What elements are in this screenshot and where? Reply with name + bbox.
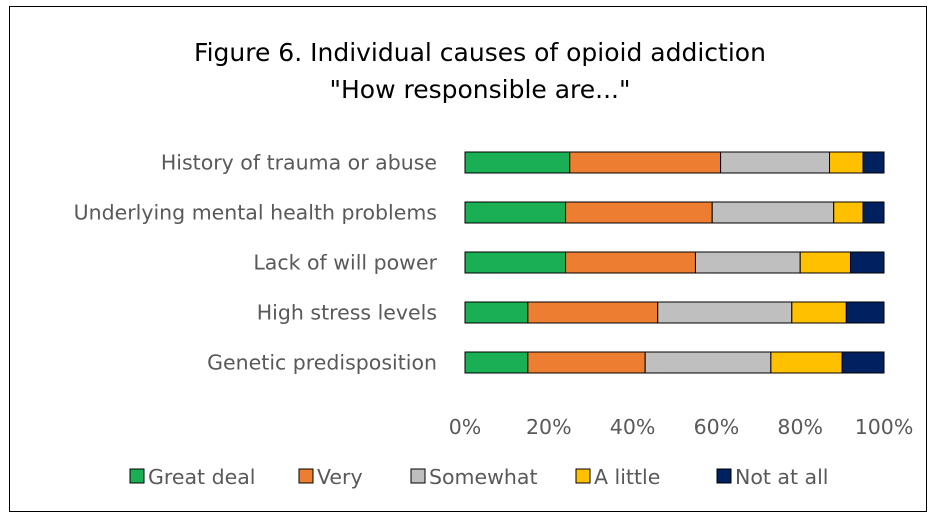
- x-axis-ticks: 0% 20% 40% 60% 80% 100%: [449, 415, 914, 439]
- bar-segment-a-little: [770, 351, 843, 374]
- bar-segment-not-at-all: [862, 151, 885, 174]
- category-label: High stress levels: [257, 301, 437, 325]
- bar-segment-a-little: [829, 151, 864, 174]
- legend-swatch: [575, 468, 591, 484]
- bar-segment-great-deal: [464, 201, 567, 224]
- bars-layer: [464, 151, 885, 374]
- legend-swatch: [129, 468, 145, 484]
- bar-segment-somewhat: [657, 301, 793, 324]
- bar-segment-not-at-all: [862, 201, 885, 224]
- bar-segment-very: [565, 201, 713, 224]
- chart-frame: Figure 6. Individual causes of opioid ad…: [9, 6, 927, 512]
- legend-label: A little: [594, 465, 660, 489]
- bar-segment-a-little: [799, 251, 851, 274]
- legend-swatch: [716, 468, 732, 484]
- x-tick-label: 40%: [610, 415, 656, 439]
- legend-swatch: [410, 468, 426, 484]
- chart-title: Figure 6. Individual causes of opioid ad…: [194, 38, 766, 67]
- x-tick-label: 20%: [526, 415, 572, 439]
- x-tick-label: 100%: [855, 415, 914, 439]
- chart-subtitle: "How responsible are...": [329, 75, 630, 104]
- category-label: Underlying mental health problems: [74, 201, 437, 225]
- bar-segment-not-at-all: [845, 301, 885, 324]
- bar-segment-a-little: [833, 201, 864, 224]
- category-label: History of trauma or abuse: [161, 151, 437, 175]
- bar-segment-a-little: [791, 301, 847, 324]
- x-tick-label: 0%: [449, 415, 482, 439]
- x-tick-label: 60%: [694, 415, 740, 439]
- bar-segment-very: [569, 151, 722, 174]
- category-label: Lack of will power: [253, 251, 437, 275]
- bar-segment-great-deal: [464, 151, 571, 174]
- bar-segment-great-deal: [464, 251, 567, 274]
- bar-segment-not-at-all: [849, 251, 885, 274]
- legend-label: Great deal: [148, 465, 255, 489]
- bar-segment-great-deal: [464, 301, 529, 324]
- bar-segment-somewhat: [720, 151, 831, 174]
- chart-svg: Figure 6. Individual causes of opioid ad…: [74, 38, 914, 489]
- bar-segment-somewhat: [694, 251, 801, 274]
- category-label: Genetic predisposition: [207, 351, 437, 375]
- bar-segment-great-deal: [464, 351, 529, 374]
- legend-label: Very: [317, 465, 363, 489]
- legend-swatch: [298, 468, 314, 484]
- bar-segment-somewhat: [644, 351, 772, 374]
- category-labels: History of trauma or abuse Underlying men…: [74, 151, 438, 375]
- bar-segment-somewhat: [711, 201, 835, 224]
- bar-segment-not-at-all: [841, 351, 885, 374]
- bar-segment-very: [565, 251, 696, 274]
- legend: Great deal Very Somewhat A little Not at all: [129, 465, 829, 489]
- legend-label: Not at all: [735, 465, 829, 489]
- bar-segment-very: [527, 301, 659, 324]
- x-tick-label: 80%: [777, 415, 823, 439]
- legend-label: Somewhat: [429, 465, 538, 489]
- bar-segment-very: [527, 351, 646, 374]
